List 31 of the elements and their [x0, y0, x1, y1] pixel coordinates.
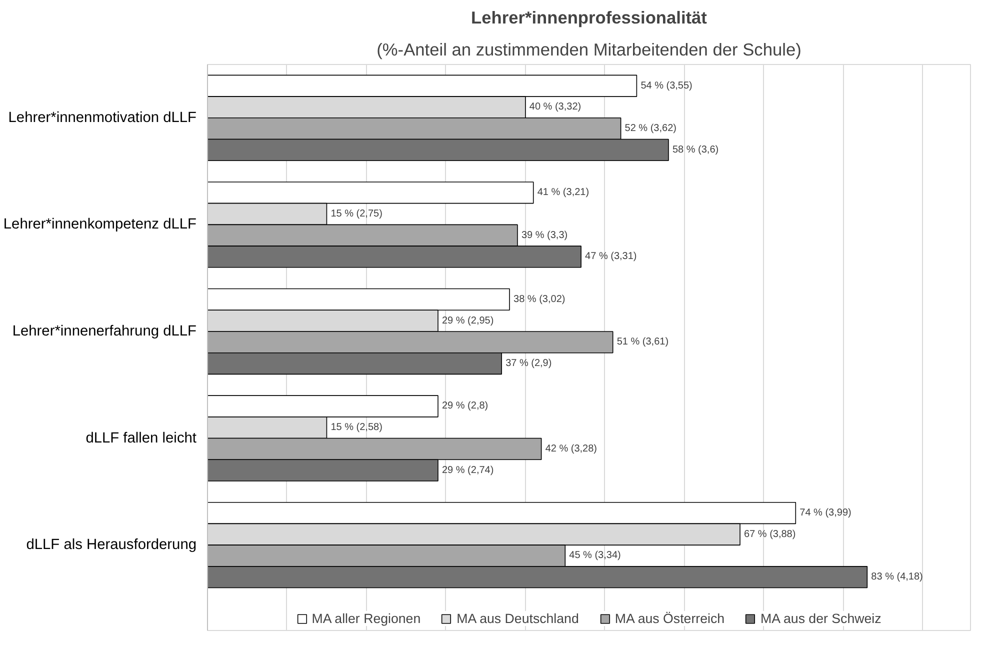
- data-label: 29 % (2,74): [442, 464, 494, 476]
- data-label: 67 % (3,88): [744, 528, 796, 540]
- data-label: 41 % (3,21): [537, 187, 590, 198]
- legend-label: MA aller Regionen: [312, 611, 421, 626]
- chart-title: Lehrer*innenprofessionalität: [471, 8, 708, 28]
- y-tick-label: dLLF als Herausforderung: [26, 537, 197, 554]
- data-label: 42 % (3,28): [545, 443, 598, 454]
- y-tick-label: Lehrer*innenkompetenz dLLF: [3, 216, 197, 233]
- legend-label: MA aus Österreich: [614, 611, 725, 626]
- y-tick-label: dLLF fallen leicht: [86, 430, 197, 446]
- data-label: 52 % (3,62): [624, 123, 676, 134]
- y-tick-label: Lehrer*innenmotivation dLLF: [8, 110, 197, 126]
- data-label: 51 % (3,61): [616, 336, 669, 348]
- legend-label: MA aus der Schweiz: [760, 611, 882, 626]
- data-label: 47 % (3,31): [585, 251, 637, 262]
- data-label: 15 % (2,58): [330, 422, 382, 434]
- data-label: 37 % (2,9): [506, 358, 552, 370]
- data-label: 74 % (3,99): [800, 508, 852, 519]
- data-label: 38 % (3,02): [514, 294, 566, 305]
- data-label: 29 % (2,8): [442, 400, 488, 412]
- chart-subtitle: (%-Anteil an zustimmenden Mitarbeitenden der Schule): [376, 40, 802, 60]
- y-tick-label: Lehrer*innenerfahrung dLLF: [12, 323, 197, 340]
- data-label: 83 % (4,18): [871, 572, 923, 583]
- legend-label: MA aus Deutschland: [456, 611, 579, 626]
- data-label: 40 % (3,32): [529, 102, 582, 113]
- data-label: 54 % (3,55): [640, 80, 692, 92]
- data-label: 15 % (2,75): [330, 208, 382, 220]
- data-label: 58 % (3,6): [672, 144, 719, 156]
- data-label: 39 % (3,3): [521, 230, 568, 241]
- data-label: 45 % (3,34): [569, 550, 621, 562]
- data-label: 29 % (2,95): [442, 315, 494, 326]
